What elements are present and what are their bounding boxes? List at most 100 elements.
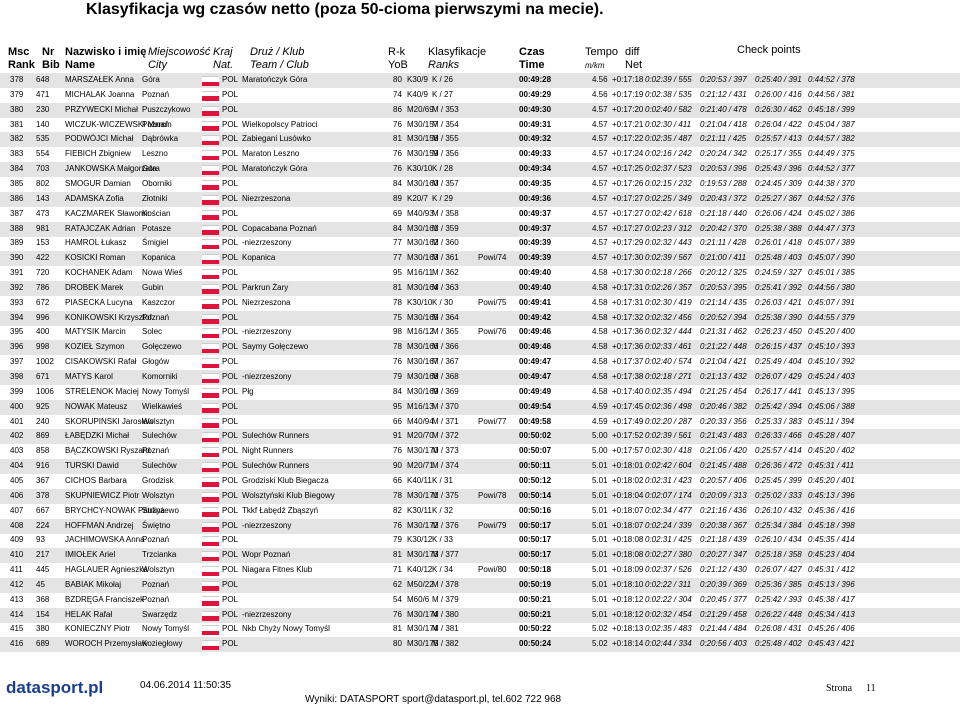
checkpoint: 0:26:03 / 421: [755, 297, 802, 307]
checkpoint: 0:20:53 / 396: [700, 164, 747, 174]
cell-pc: 4.58: [592, 282, 608, 292]
checkpoint: 0:02:25 / 349: [645, 193, 692, 203]
checkpoint: 0:02:32 / 444: [645, 327, 692, 337]
cell-c: Głogów: [142, 357, 170, 367]
flag: [202, 254, 219, 265]
cell-k: M30/158: [407, 134, 439, 144]
checkpoint: 0:26:01 / 418: [755, 238, 802, 248]
cell-c: Poznań: [142, 446, 170, 456]
cell-nat: POL: [222, 579, 239, 589]
table-row: 407 667 BRYCHCY-NOWAK Paulina Strzyżewo POL T…: [0, 504, 960, 519]
cell-r: 387: [10, 208, 24, 218]
table-row: 411 445 HAGLAUER Agnieszka Wolsztyn POL Niaga…: [0, 563, 960, 578]
table-row: 378 648 MARSZAŁEK Anna Góra POL Maratończyk G…: [0, 73, 960, 88]
flag: [202, 625, 219, 636]
cell-tm: 00:49:29: [519, 89, 552, 99]
contact: Wyniki: DATASPORT sport@datasport.pl, te…: [305, 694, 562, 705]
cell-b: 535: [36, 134, 50, 144]
cell-c: Strzyżewo: [142, 505, 179, 515]
cell-d: +0:17:30: [612, 253, 644, 263]
cell-pc: 4.58: [592, 357, 608, 367]
table-row: 389 153 HAMROL Łukasz Śmigiel POL -niezrzeszo…: [0, 236, 960, 251]
cell-t: Maratończyk Góra: [242, 75, 308, 84]
cell-g: M / 353: [432, 104, 459, 114]
cell-y: 77: [393, 253, 402, 263]
cell-tm: 00:50:21: [519, 609, 552, 619]
checkpoint: 0:44:56 / 380: [808, 282, 855, 292]
cell-pc: 4.57: [592, 119, 608, 129]
cell-k: M30/164: [407, 282, 439, 292]
checkpoint: 0:21:25 / 454: [700, 386, 747, 396]
cell-g: K / 26: [432, 75, 453, 84]
checkpoint: 0:44:52 / 376: [808, 193, 855, 203]
cell-b: 786: [36, 282, 50, 292]
cell-d: +0:17:27: [612, 208, 644, 218]
checkpoint: 0:21:11 / 428: [700, 238, 747, 248]
cell-g: M / 362: [432, 268, 459, 278]
cell-r: 408: [10, 520, 24, 530]
cell-c: Góra: [142, 75, 160, 84]
cell-y: 54: [393, 594, 402, 604]
cell-tm: 00:49:41: [519, 297, 552, 307]
table-row: 391 720 KOCHANEK Adam Nowa Wieś POL 95 M16/11 M…: [0, 266, 960, 281]
checkpoint: 0:44:47 / 373: [808, 223, 855, 233]
cell-nat: POL: [222, 520, 239, 530]
cell-c: Poznań: [142, 89, 170, 99]
header-cell: R-k: [388, 46, 406, 58]
checkpoint: 0:44:55 / 379: [808, 312, 855, 322]
cell-d: +0:17:21: [612, 119, 644, 129]
checkpoint: 0:02:32 / 456: [645, 312, 692, 322]
checkpoint: 0:21:06 / 420: [700, 446, 747, 456]
checkpoint: 0:20:46 / 382: [700, 401, 747, 411]
cell-r: 380: [10, 104, 24, 114]
header-cell: Check points: [737, 44, 801, 56]
cell-nat: POL: [222, 609, 239, 619]
checkpoint: 0:45:13 / 396: [808, 490, 855, 500]
cell-tm: 00:50:22: [519, 624, 552, 634]
table-row: 380 230 PRZYWECKI Michał Puszczykowo POL 86 M2…: [0, 102, 960, 118]
flag: [202, 150, 219, 161]
checkpoint: 0:24:59 / 327: [755, 268, 802, 278]
flag: [202, 521, 219, 532]
checkpoint: 0:02:37 / 526: [645, 565, 692, 575]
cell-y: 76: [393, 357, 402, 367]
cell-nat: POL: [222, 431, 239, 441]
cell-c: Wolsztyn: [142, 565, 175, 575]
cell-t: Maraton Leszno: [242, 149, 300, 159]
cell-t: Wolsztyński Klub Biegowy: [242, 490, 335, 500]
cell-n: STRELENOK Maciej: [65, 386, 139, 396]
cell-nat: POL: [222, 297, 239, 307]
cell-b: 671: [36, 372, 50, 381]
cell-k: M50/22: [407, 579, 434, 589]
cell-t: Tkkf Łabędź Zbąszyń: [242, 505, 319, 515]
checkpoint: 0:02:42 / 618: [645, 208, 692, 218]
cell-tm: 00:50:17: [519, 535, 552, 545]
cell-b: 869: [36, 431, 50, 441]
table-row: 414 154 HELAK Rafał Swarzędz POL -niezrzeszon…: [0, 607, 960, 623]
cell-t: Copacabana Poznań: [242, 223, 317, 233]
cell-nat: POL: [222, 312, 239, 322]
flag: [202, 194, 219, 205]
cell-c: Poznań: [142, 579, 170, 589]
cell-n: NOWAK Mateusz: [65, 401, 128, 411]
checkpoint: 0:26:23 / 450: [755, 327, 802, 337]
cell-y: 91: [393, 431, 402, 441]
cell-c: Koziegłowy: [142, 639, 183, 649]
checkpoint: 0:25:18 / 358: [755, 550, 802, 560]
checkpoint: 0:21:22 / 448: [700, 342, 747, 352]
checkpoint: 0:02:30 / 418: [645, 446, 692, 456]
cell-nat: POL: [222, 89, 239, 99]
flag: [202, 476, 219, 487]
checkpoint: 0:45:26 / 406: [808, 624, 855, 634]
cell-n: JACHIMOWSKA Anna: [65, 535, 145, 545]
checkpoint: 0:21:18 / 439: [700, 535, 747, 545]
cell-d: +0:17:40: [612, 386, 644, 396]
table-row: 392 786 DROBEK Marek Gubin POL Parkrun Żary 81…: [0, 280, 960, 296]
cell-n: SMOGUR Damian: [65, 178, 131, 188]
cell-n: ŁABĘDZKI Michał: [65, 431, 130, 441]
cell-c: Poznań: [142, 594, 170, 604]
cell-d: +0:17:52: [612, 431, 644, 441]
cell-tm: 00:49:54: [519, 401, 552, 411]
cell-pc: 4.59: [592, 416, 608, 426]
checkpoint: 0:26:00 / 416: [755, 89, 802, 99]
